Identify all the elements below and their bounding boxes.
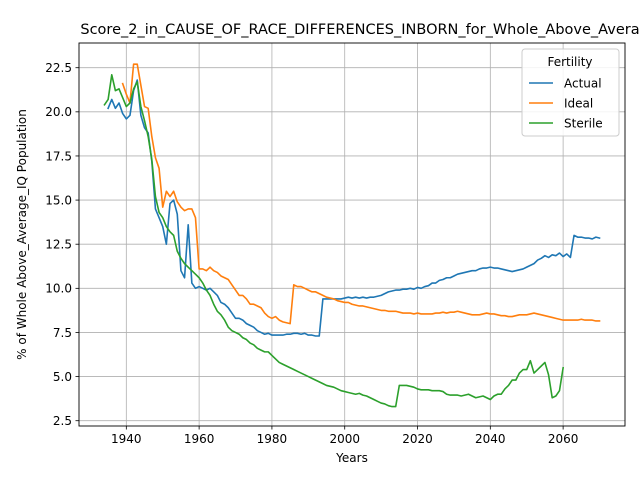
series-line-sterile <box>103 73 565 408</box>
chart-title: Score_2_in_CAUSE_OF_RACE_DIFFERENCES_INB… <box>80 22 639 38</box>
legend-label-ideal: Ideal <box>564 96 593 110</box>
plot-frame <box>78 42 626 427</box>
y-tick-label: 5.0 <box>53 370 72 384</box>
legend: Fertility Actual Ideal Sterile <box>521 48 620 137</box>
y-tick-label: 2.5 <box>53 414 72 428</box>
y-axis-ticks: 2.5 5.0 7.5 10.0 12.5 15.0 17.5 20.0 22.5 <box>45 61 79 428</box>
x-tick-label: 2000 <box>329 432 360 446</box>
x-tick-label: 2040 <box>475 432 506 446</box>
series-line-actual <box>107 79 601 337</box>
legend-label-sterile: Sterile <box>564 116 603 130</box>
x-tick-label: 2060 <box>548 432 579 446</box>
legend-label-actual: Actual <box>564 76 602 90</box>
x-axis-ticks: 1940 1960 1980 2000 2020 2040 2060 <box>111 426 578 446</box>
series-lines <box>103 63 601 408</box>
legend-box <box>521 48 620 137</box>
legend-items: Actual Ideal Sterile <box>529 76 603 130</box>
x-tick-label: 1940 <box>111 432 142 446</box>
y-tick-label: 17.5 <box>45 149 72 163</box>
y-tick-label: 7.5 <box>53 326 72 340</box>
y-tick-label: 22.5 <box>45 61 72 75</box>
x-axis-label: Years <box>335 451 368 465</box>
grid <box>79 43 625 426</box>
y-tick-label: 20.0 <box>45 105 72 119</box>
legend-title: Fertility <box>547 55 592 69</box>
y-tick-label: 10.0 <box>45 282 72 296</box>
y-tick-label: 15.0 <box>45 193 72 207</box>
y-tick-label: 12.5 <box>45 238 72 252</box>
x-tick-label: 1960 <box>184 432 215 446</box>
y-axis-label: % of Whole Above_Average_IQ Population <box>15 109 29 360</box>
series-line-ideal <box>121 63 601 325</box>
x-tick-label: 2020 <box>402 432 433 446</box>
x-tick-label: 1980 <box>257 432 288 446</box>
